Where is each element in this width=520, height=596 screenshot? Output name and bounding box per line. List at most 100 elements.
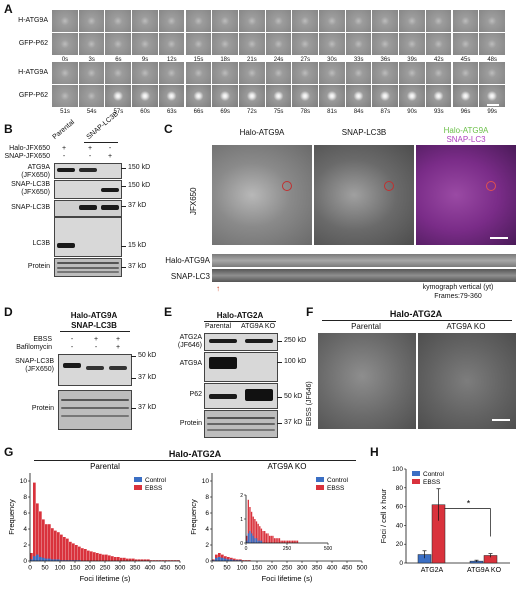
timelapse-frame bbox=[52, 85, 78, 107]
timestamp-label: 15s bbox=[193, 57, 204, 63]
x-tick-label: 0 bbox=[28, 565, 32, 572]
panel-h-label: H bbox=[370, 445, 379, 459]
x-tick-label: 150 bbox=[70, 565, 81, 572]
blot-band bbox=[79, 168, 97, 172]
histogram-bar-ebss bbox=[39, 511, 42, 561]
timelapse-frame bbox=[319, 62, 345, 84]
panel-a-row-label: GFP-P62 bbox=[18, 92, 48, 99]
panel-b-blot-label: ATG9A (JFX650) bbox=[21, 164, 50, 179]
timelapse-frame bbox=[425, 33, 452, 55]
legend-swatch-ebss bbox=[412, 479, 420, 484]
histogram-bar-ebss bbox=[288, 540, 290, 543]
timelapse-frame bbox=[399, 62, 425, 84]
timelapse-frame bbox=[185, 33, 212, 55]
panel-a-row-label: H-ATG9A bbox=[18, 17, 48, 24]
legend-swatch-control bbox=[412, 471, 420, 476]
histogram-bar-ebss bbox=[260, 528, 263, 543]
blot-band bbox=[63, 363, 81, 368]
panel-e-label: E bbox=[164, 305, 173, 319]
histogram-bar-ebss bbox=[277, 538, 279, 543]
panel-b-blot-label: SNAP-LC3B (JFX650) bbox=[11, 181, 50, 196]
histogram-bar-ebss bbox=[45, 524, 48, 561]
histogram-bar-control bbox=[224, 558, 227, 561]
timelapse-frame bbox=[78, 62, 105, 84]
micro-merge bbox=[416, 145, 516, 245]
legend-label-control: Control bbox=[423, 471, 445, 478]
y-tick-label: 8 bbox=[205, 494, 209, 501]
panel-e-mw: 250 kD bbox=[284, 337, 307, 344]
histogram-bar-control bbox=[254, 538, 256, 543]
histogram-bar-ebss bbox=[247, 499, 249, 543]
significance-star: * bbox=[467, 498, 471, 508]
timestamp-label: 90s bbox=[407, 109, 417, 115]
category-label: ATG2A bbox=[421, 567, 444, 574]
histogram-bar-ebss bbox=[108, 555, 111, 561]
x-tick-label: 350 bbox=[312, 565, 323, 572]
timelapse-frame bbox=[78, 33, 105, 55]
blot-band bbox=[57, 168, 75, 172]
y-tick-label: 40 bbox=[396, 522, 404, 529]
panel-d-title-1: Halo-ATG9A bbox=[70, 311, 118, 320]
panel-e-blot-label: P62 bbox=[189, 391, 202, 398]
histogram-bar-control bbox=[51, 559, 54, 561]
timelapse-frame bbox=[158, 85, 185, 107]
histogram-bar-control bbox=[227, 559, 230, 561]
histogram-bar-control bbox=[36, 554, 39, 561]
blot-e-p62 bbox=[204, 383, 278, 409]
timelapse-frame bbox=[399, 10, 425, 32]
histogram-bar-ebss bbox=[102, 554, 105, 561]
panel-d-title-2: SNAP-LC3B bbox=[71, 321, 117, 330]
histogram-bar-control bbox=[75, 560, 78, 561]
y-tick-label: 20 bbox=[396, 541, 404, 548]
timelapse-frame bbox=[78, 85, 105, 107]
histogram-bar-ebss bbox=[93, 552, 96, 561]
legend-swatch-control bbox=[134, 477, 142, 482]
x-tick-label: 450 bbox=[160, 565, 171, 572]
histogram-bar-ebss bbox=[105, 554, 108, 561]
x-tick-label: 300 bbox=[297, 565, 308, 572]
histogram-bar-control bbox=[218, 557, 221, 561]
blot-band bbox=[207, 417, 275, 419]
histogram-bar-control bbox=[221, 557, 224, 561]
histogram-bar-ebss bbox=[60, 534, 63, 561]
blot-band bbox=[101, 188, 119, 192]
histogram-bar-ebss bbox=[278, 538, 281, 543]
histogram-bar-ebss bbox=[296, 540, 299, 543]
y-tick-label: 10 bbox=[202, 478, 210, 485]
panel-e-col: ATG9A KO bbox=[240, 323, 276, 330]
panel-d-underline bbox=[60, 331, 130, 332]
panel-b-row-halo: Halo-JFX650 bbox=[9, 145, 50, 152]
timelapse-frame bbox=[158, 62, 185, 84]
panel-e-blot-label: ATG9A bbox=[179, 360, 202, 367]
timestamp-label: 12s bbox=[166, 57, 177, 63]
blot-band bbox=[245, 389, 273, 401]
mw-tick bbox=[121, 267, 126, 268]
timelapse-frame bbox=[185, 62, 212, 84]
panel-a-row-label: GFP-P62 bbox=[18, 40, 48, 47]
y-tick-label: 0 bbox=[399, 560, 403, 567]
histogram-bar-control bbox=[60, 560, 63, 561]
histogram-bar-ebss bbox=[257, 523, 259, 543]
legend-swatch-ebss bbox=[134, 485, 142, 490]
timelapse-frame bbox=[292, 33, 318, 55]
timelapse-frame bbox=[372, 85, 399, 107]
panel-d-row-ebss: EBSS bbox=[33, 336, 52, 343]
y-tick-label: 8 bbox=[23, 494, 27, 501]
panel-f-label: F bbox=[306, 305, 314, 319]
panel-b-col-snap: SNAP-LC3B bbox=[85, 110, 120, 141]
timestamp-label: 69s bbox=[220, 109, 231, 115]
timelapse-frame bbox=[319, 33, 345, 55]
timelapse-frame bbox=[399, 33, 425, 55]
timelapse-frame bbox=[132, 62, 158, 84]
timestamp-label: 33s bbox=[353, 57, 364, 63]
panel-d-sign: + bbox=[115, 344, 121, 351]
x-tick-label: 200 bbox=[85, 565, 96, 572]
mw-tick bbox=[121, 206, 126, 207]
panel-d-label: D bbox=[4, 305, 13, 319]
timestamp-label: 72s bbox=[247, 109, 257, 115]
panel-e-mw: 37 kD bbox=[284, 419, 303, 426]
histogram-bar-ebss bbox=[265, 533, 268, 543]
panel-b-sign: - bbox=[62, 153, 66, 160]
histogram-bar-ebss bbox=[36, 503, 39, 561]
timelapse-frame bbox=[238, 85, 265, 107]
